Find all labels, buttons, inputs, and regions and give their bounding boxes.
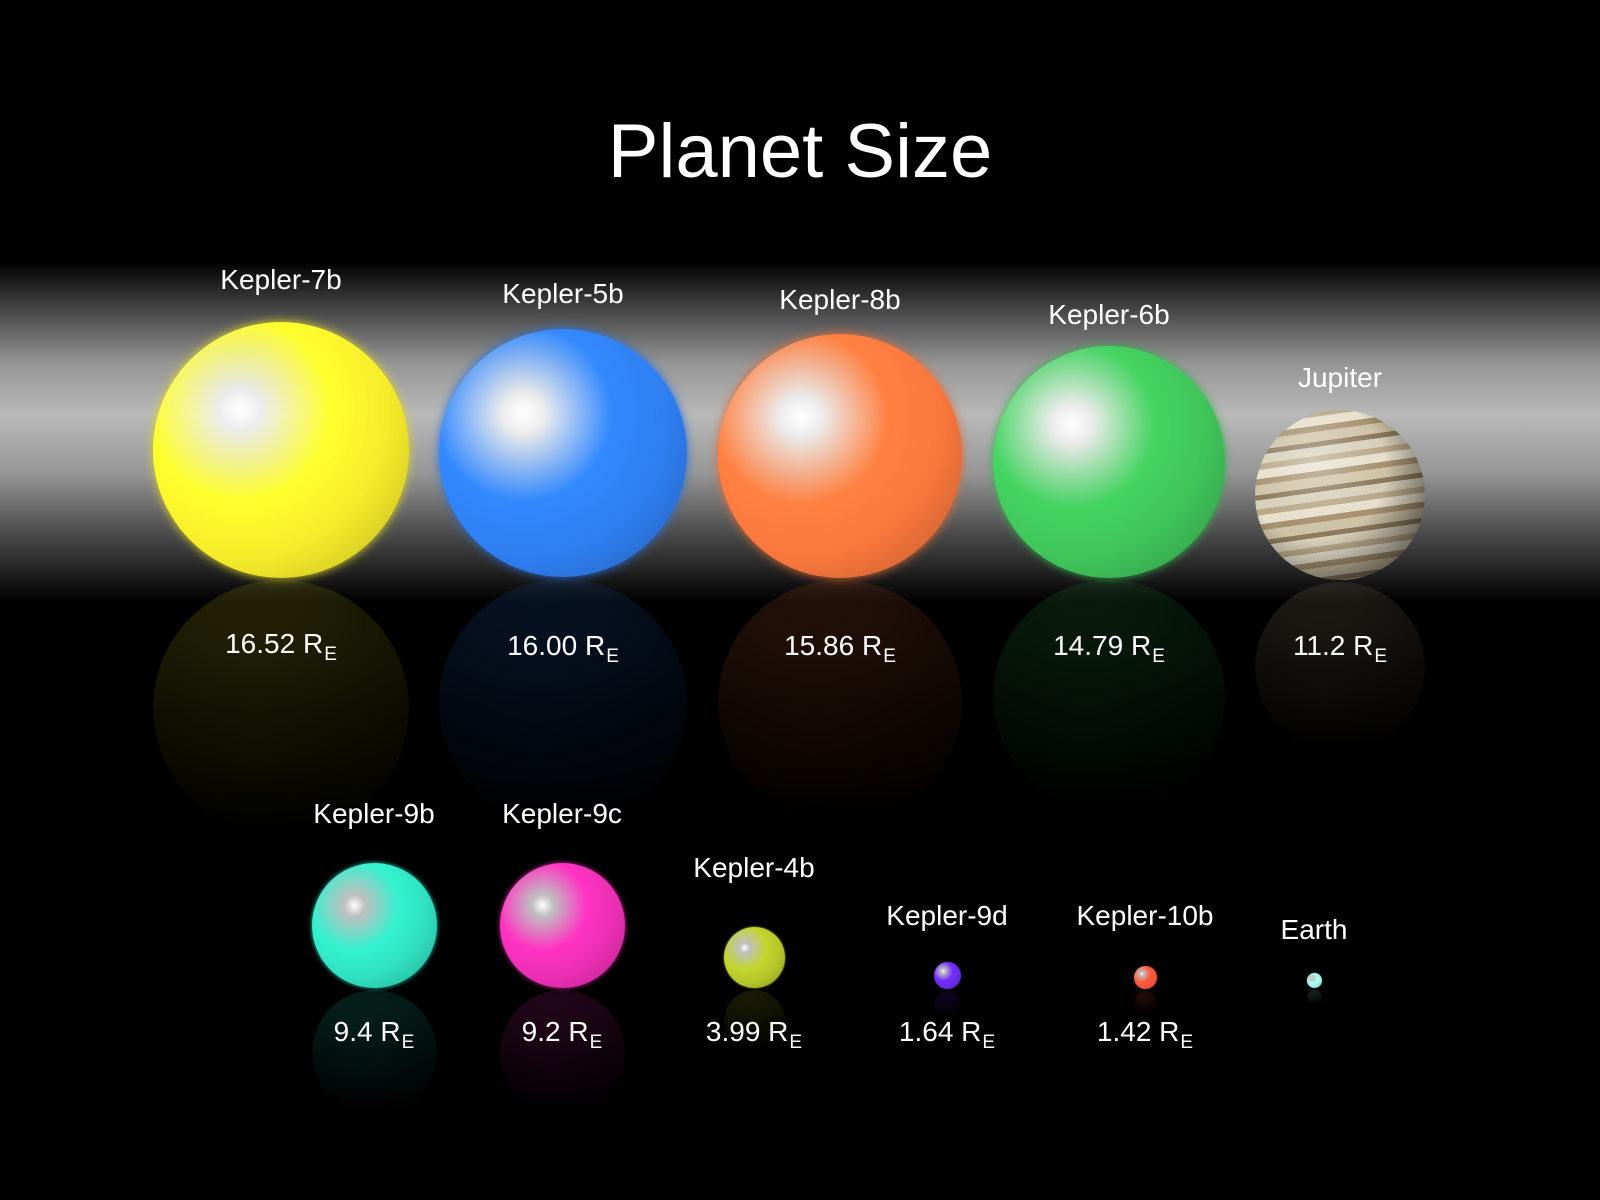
planet-sphere-kepler-5b [439, 329, 687, 577]
planet-reflection-kepler-9b [311, 989, 437, 1115]
planet-reflection-kepler-8b [718, 580, 962, 824]
planet-name-kepler-9d: Kepler-9d [886, 900, 1008, 931]
planet-name-kepler-9c: Kepler-9c [502, 798, 622, 829]
radius-unit: R [1130, 630, 1152, 661]
planet-radius-kepler-8b: 15.86 RE [784, 630, 896, 668]
planet-reflection-kepler-7b [153, 580, 409, 836]
planet-reflection-kepler-4b [723, 989, 785, 1051]
radius-value: 3.99 [705, 1016, 761, 1047]
radius-unit-subscript: E [401, 1032, 415, 1053]
radius-unit-subscript: E [324, 644, 337, 665]
radius-value: 9.2 [521, 1016, 561, 1047]
radius-value: 11.2 [1292, 630, 1346, 661]
radius-unit: R [768, 1016, 789, 1047]
radius-unit: R [961, 1016, 982, 1047]
planet-name-kepler-4b: Kepler-4b [693, 852, 815, 883]
radius-unit: R [568, 1016, 589, 1047]
planet-sphere-kepler-8b [718, 334, 962, 578]
planet-radius-kepler-5b: 16.00 RE [507, 630, 619, 668]
planet-name-kepler-10b: Kepler-10b [1076, 900, 1214, 931]
planet-reflection-kepler-5b [439, 579, 687, 827]
radius-value: 16.52 [225, 628, 296, 659]
planet-sphere-kepler-9c [499, 862, 625, 988]
planet-sphere-kepler-7b [153, 322, 409, 578]
radius-value: 9.4 [333, 1016, 373, 1047]
radius-unit-subscript: E [789, 1032, 803, 1053]
radius-value: 14.79 [1053, 630, 1124, 661]
jupiter-shadow [1255, 410, 1425, 580]
radius-value: 1.64 [898, 1016, 954, 1047]
planet-name-kepler-7b: Kepler-7b [220, 264, 342, 295]
planet-radius-kepler-9c: 9.2 RE [522, 1016, 603, 1054]
planet-radius-kepler-7b: 16.52 RE [225, 628, 337, 666]
planet-reflection-kepler-9d [933, 990, 961, 1018]
planet-name-jupiter: Jupiter [1297, 362, 1383, 393]
planet-reflection-kepler-6b [993, 580, 1225, 812]
planet-radius-kepler-4b: 3.99 RE [706, 1016, 802, 1054]
planet-reflection-earth [1306, 989, 1322, 1005]
radius-value: 15.86 [784, 630, 855, 661]
radius-unit-subscript: E [883, 646, 896, 667]
planet-reflection-jupiter [1255, 582, 1425, 752]
planet-radius-kepler-10b: 1.42 RE [1097, 1016, 1193, 1054]
planet-reflection-kepler-10b [1133, 990, 1157, 1014]
planet-radius-kepler-9b: 9.4 RE [334, 1016, 415, 1054]
radius-unit-subscript: E [982, 1032, 996, 1053]
planet-name-kepler-5b: Kepler-5b [502, 278, 624, 309]
radius-value: 1.42 [1096, 1016, 1152, 1047]
planet-sphere-kepler-4b [723, 926, 785, 988]
planet-name-kepler-6b: Kepler-6b [1048, 299, 1170, 330]
planet-sphere-kepler-10b [1133, 965, 1157, 989]
planet-radius-kepler-9d: 1.64 RE [899, 1016, 995, 1054]
radius-unit: R [861, 630, 883, 661]
planet-reflection-kepler-9c [499, 989, 625, 1115]
planet-sphere-kepler-9b [311, 862, 437, 988]
planet-name-kepler-9b: Kepler-9b [313, 798, 435, 829]
planet-name-kepler-8b: Kepler-8b [779, 284, 901, 315]
planet-sphere-kepler-9d [933, 961, 961, 989]
radius-unit: R [302, 628, 324, 659]
planet-radius-jupiter: 11.2 RE [1293, 630, 1387, 668]
radius-value: 16.00 [507, 630, 578, 661]
radius-unit: R [380, 1016, 401, 1047]
page-title: Planet Size [607, 109, 993, 194]
radius-unit: R [1159, 1016, 1180, 1047]
radius-unit: R [584, 630, 606, 661]
radius-unit-subscript: E [1152, 646, 1165, 667]
radius-unit: R [1353, 630, 1374, 661]
radius-unit-subscript: E [1374, 646, 1388, 667]
planet-name-earth: Earth [1280, 914, 1348, 945]
radius-unit-subscript: E [1180, 1032, 1194, 1053]
planet-radius-kepler-6b: 14.79 RE [1053, 630, 1165, 668]
planet-sphere-kepler-6b [993, 346, 1225, 578]
radius-unit-subscript: E [589, 1032, 603, 1053]
planet-sphere-earth [1306, 972, 1322, 988]
radius-unit-subscript: E [606, 646, 619, 667]
